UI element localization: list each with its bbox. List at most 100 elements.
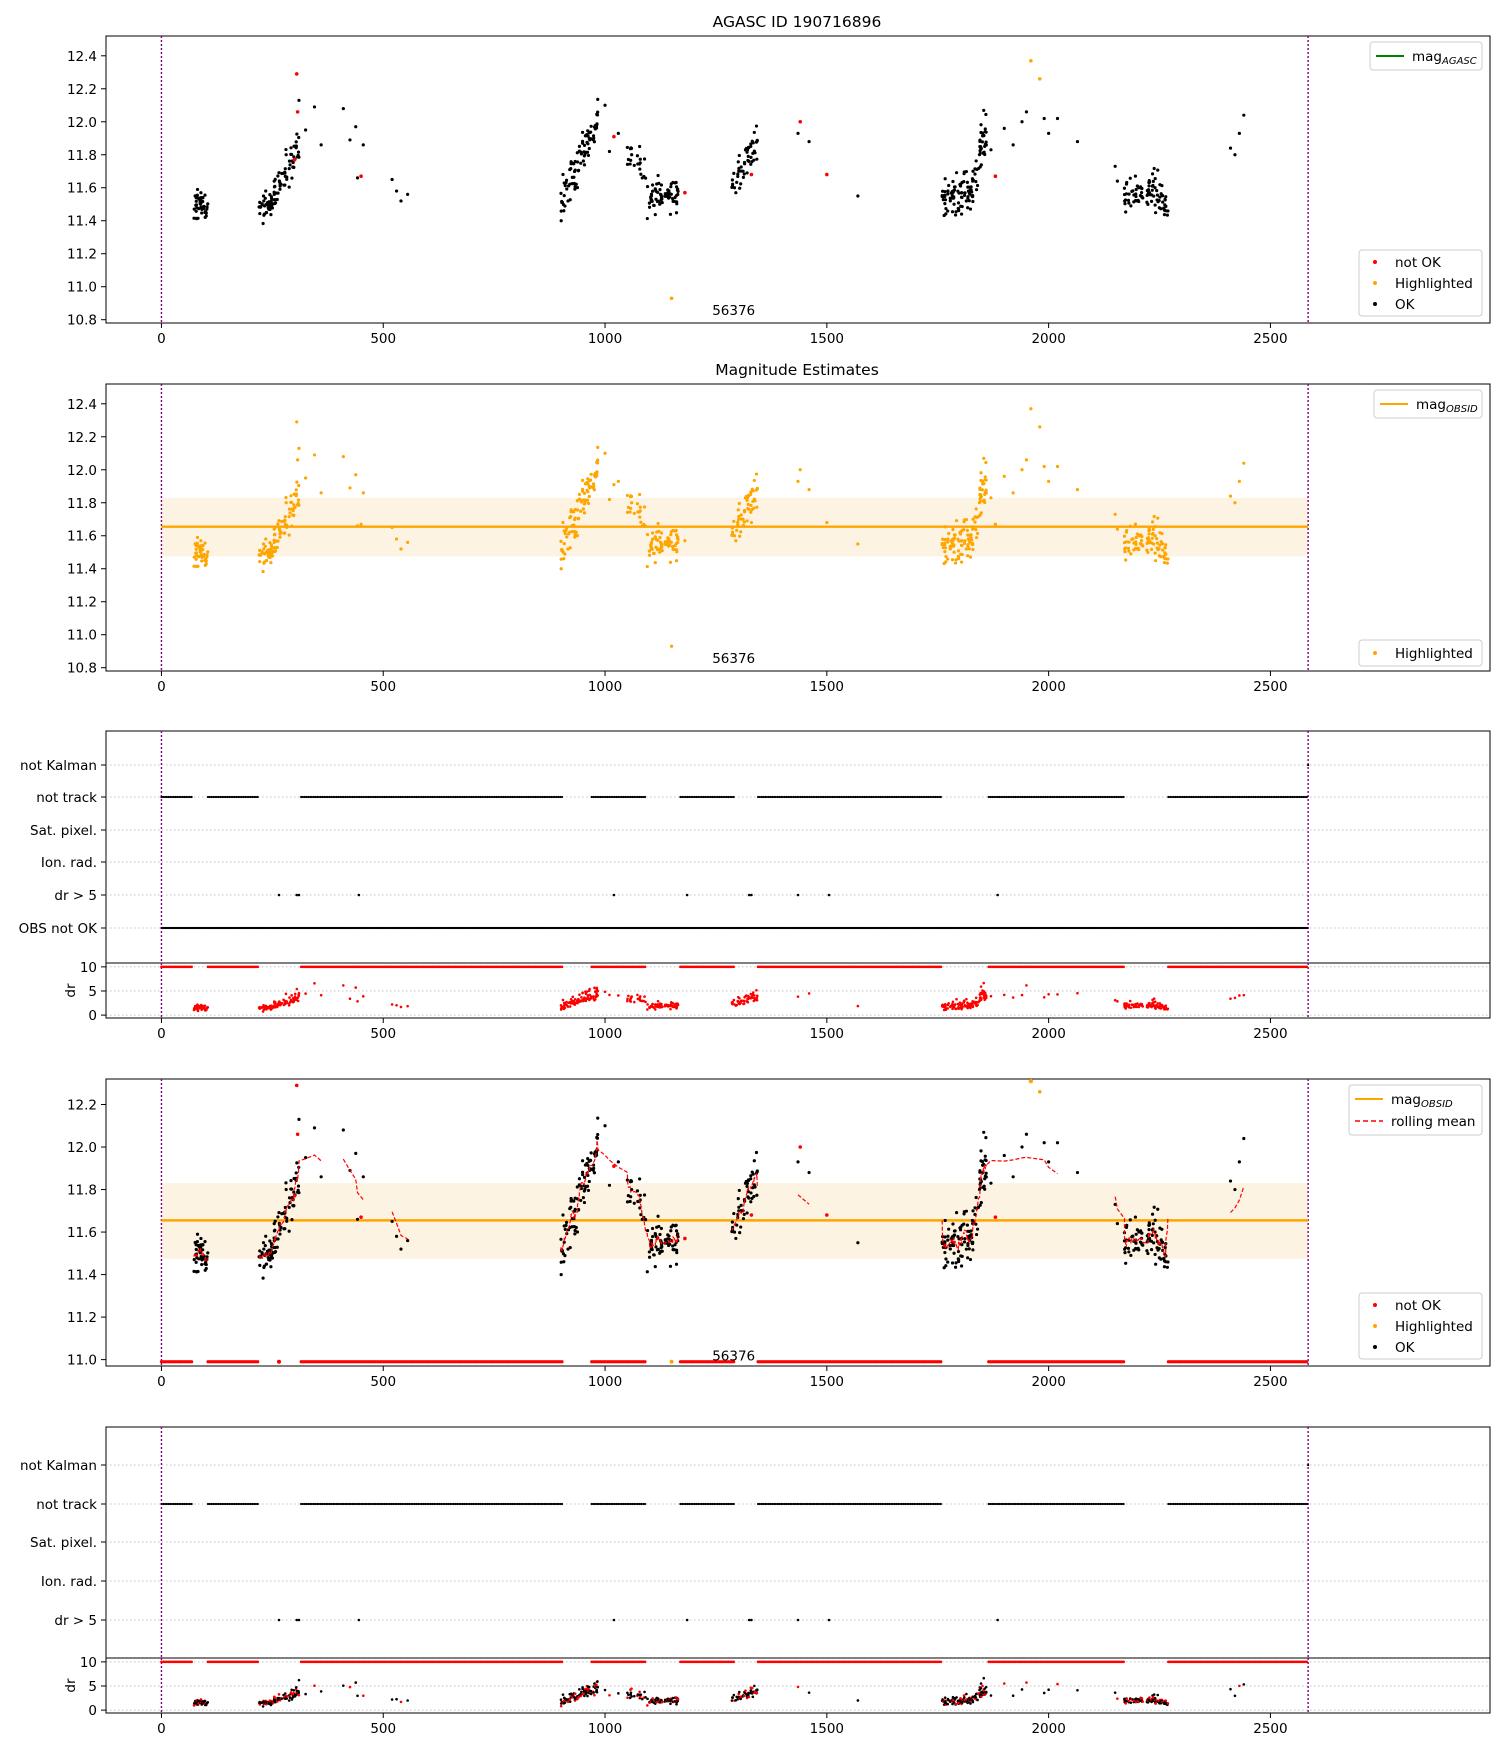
dr-limit-point bbox=[939, 965, 943, 969]
highlighted-point bbox=[201, 547, 205, 552]
ok-point bbox=[1159, 1257, 1163, 1261]
not-ok-point bbox=[294, 1083, 299, 1088]
ok-point bbox=[982, 1130, 986, 1134]
ok-point bbox=[273, 177, 277, 181]
ok-point bbox=[738, 1231, 742, 1235]
dr-point bbox=[660, 1005, 664, 1009]
not-track-point bbox=[1122, 795, 1125, 799]
ok-point bbox=[980, 140, 984, 144]
ok-point bbox=[984, 130, 988, 134]
dr-point bbox=[751, 991, 755, 994]
ok-point bbox=[573, 1232, 577, 1236]
dr-point bbox=[284, 992, 288, 996]
ok-point bbox=[656, 199, 660, 203]
highlighted-point bbox=[295, 420, 299, 424]
not-kalman-point bbox=[1307, 763, 1310, 767]
ok-point bbox=[754, 1150, 759, 1155]
highlighted-point bbox=[361, 491, 365, 495]
ok-point bbox=[603, 103, 607, 107]
ok-point bbox=[950, 1261, 955, 1265]
ok-point bbox=[742, 172, 746, 176]
ok-point bbox=[1152, 194, 1156, 198]
ok-point bbox=[199, 1236, 203, 1241]
x-tick-label: 1000 bbox=[588, 679, 622, 695]
flag-label: not Kalman bbox=[20, 758, 97, 774]
highlighted-point bbox=[639, 520, 643, 524]
y-tick-label: 11.8 bbox=[67, 496, 97, 512]
ok-point bbox=[944, 207, 948, 211]
not-track-point bbox=[169, 795, 172, 799]
ok-point bbox=[203, 193, 207, 197]
ok-point bbox=[969, 185, 973, 189]
ok-point bbox=[749, 1191, 753, 1195]
highlighted-point bbox=[394, 537, 399, 541]
highlighted-point bbox=[292, 506, 297, 510]
ok-point bbox=[642, 1193, 647, 1197]
highlighted-point bbox=[650, 547, 654, 551]
highlighted-point bbox=[1134, 535, 1138, 540]
highlighted-point bbox=[959, 560, 964, 564]
ok-point bbox=[979, 146, 983, 151]
highlighted-point bbox=[747, 507, 751, 512]
ok-point bbox=[284, 1187, 288, 1192]
ok-point bbox=[963, 1237, 967, 1241]
ok-point bbox=[984, 1158, 988, 1163]
ok-point bbox=[632, 163, 636, 167]
highlighted-point bbox=[1037, 1089, 1042, 1094]
dr-point bbox=[580, 995, 583, 999]
ok-point bbox=[273, 201, 278, 205]
highlighted-point bbox=[807, 487, 811, 492]
highlighted-point bbox=[587, 494, 591, 499]
highlighted-point bbox=[1042, 464, 1046, 469]
ok-point bbox=[735, 180, 739, 184]
highlighted-point bbox=[1162, 561, 1167, 565]
x-tick-label: 1000 bbox=[588, 331, 622, 347]
out-of-range-marker bbox=[643, 1360, 647, 1364]
x-tick-label: 2000 bbox=[1031, 1026, 1065, 1042]
not-track-point bbox=[237, 795, 240, 799]
highlighted-point bbox=[195, 541, 199, 545]
highlighted-point bbox=[645, 564, 649, 569]
dr-point bbox=[807, 992, 811, 995]
dr-point bbox=[644, 1000, 647, 1004]
ok-point bbox=[736, 1197, 740, 1201]
highlighted-point bbox=[1153, 534, 1157, 538]
ok-point bbox=[943, 1240, 947, 1244]
highlighted-point bbox=[1129, 552, 1133, 556]
ok-point bbox=[965, 180, 969, 184]
ok-point bbox=[1002, 126, 1006, 130]
not-ok-point bbox=[359, 1215, 363, 1219]
highlighted-point bbox=[258, 559, 262, 564]
highlighted-point bbox=[638, 492, 642, 497]
dr-point bbox=[595, 986, 599, 990]
ok-point bbox=[654, 1245, 658, 1249]
ok-point bbox=[579, 161, 583, 165]
highlighted-point bbox=[946, 557, 950, 561]
dr-point bbox=[1047, 992, 1050, 996]
dr-point bbox=[960, 1006, 964, 1010]
dr-gt5-point bbox=[357, 893, 361, 897]
not-track-point bbox=[163, 795, 167, 799]
not-ok-point bbox=[292, 157, 297, 162]
dr-point bbox=[593, 986, 596, 990]
dr-point bbox=[399, 1005, 403, 1009]
dr-point bbox=[638, 995, 642, 998]
ok-point bbox=[290, 152, 294, 157]
not-track-point bbox=[162, 795, 165, 799]
highlighted-point bbox=[656, 521, 660, 526]
highlighted-point bbox=[946, 540, 950, 544]
highlighted-point bbox=[589, 478, 593, 482]
ok-point bbox=[592, 1166, 596, 1170]
highlighted-point bbox=[586, 482, 590, 486]
highlighted-point bbox=[348, 486, 352, 490]
ok-point bbox=[575, 160, 580, 164]
ok-point bbox=[589, 130, 593, 134]
ok-point bbox=[952, 188, 957, 192]
ok-point bbox=[946, 1238, 950, 1242]
ok-point bbox=[745, 171, 749, 175]
y-tick-label: 12.0 bbox=[67, 115, 97, 131]
ok-point bbox=[953, 1265, 958, 1269]
not-ok-point bbox=[294, 72, 299, 76]
dr-point bbox=[963, 999, 966, 1003]
ok-point bbox=[645, 184, 650, 189]
